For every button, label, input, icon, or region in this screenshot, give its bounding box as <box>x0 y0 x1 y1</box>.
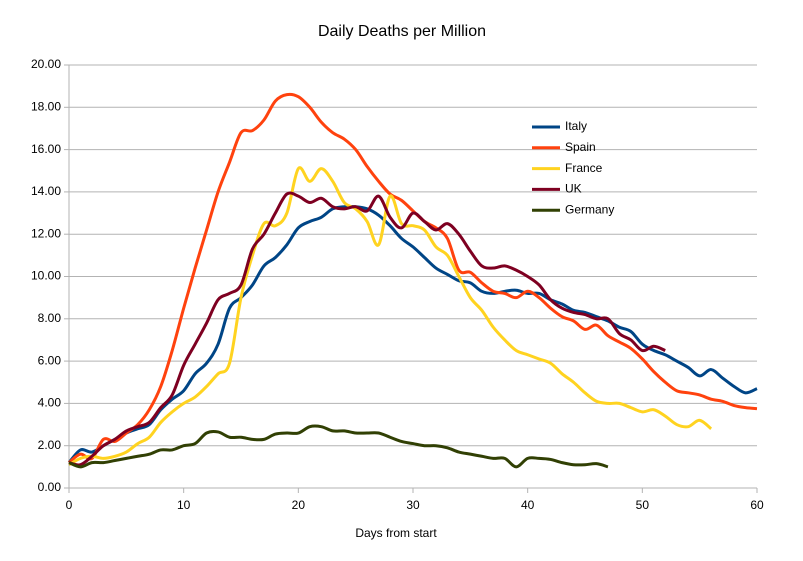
legend-label: Italy <box>565 119 587 133</box>
y-tick-label: 10.00 <box>31 269 61 283</box>
chart-title: Daily Deaths per Million <box>318 23 486 40</box>
x-tick-label: 20 <box>292 498 306 512</box>
legend-label: Germany <box>565 202 614 216</box>
line-series <box>68 424 609 469</box>
x-axis-label: Days from start <box>355 526 437 540</box>
legend-label: Spain <box>565 140 596 154</box>
legend-label: France <box>565 161 603 175</box>
x-tick-label: 60 <box>750 498 764 512</box>
y-tick-label: 6.00 <box>38 353 62 367</box>
legend-label: UK <box>565 182 582 196</box>
x-tick-label: 50 <box>636 498 650 512</box>
y-tick-label: 16.00 <box>31 142 61 156</box>
y-tick-label: 20.00 <box>31 57 61 71</box>
line-series <box>68 92 758 464</box>
x-tick-label: 10 <box>177 498 191 512</box>
y-tick-label: 12.00 <box>31 226 61 240</box>
x-tick-label: 0 <box>66 498 73 512</box>
y-tick-label: 8.00 <box>38 311 62 325</box>
line-series <box>67 204 758 464</box>
x-tick-label: 40 <box>521 498 535 512</box>
line-series <box>68 166 713 467</box>
y-tick-label: 18.00 <box>31 99 61 113</box>
x-tick-label: 30 <box>406 498 420 512</box>
y-tick-label: 2.00 <box>38 438 62 452</box>
line-series <box>68 191 666 467</box>
y-tick-label: 0.00 <box>38 480 62 494</box>
y-tick-label: 4.00 <box>38 396 62 410</box>
y-tick-label: 14.00 <box>31 184 61 198</box>
